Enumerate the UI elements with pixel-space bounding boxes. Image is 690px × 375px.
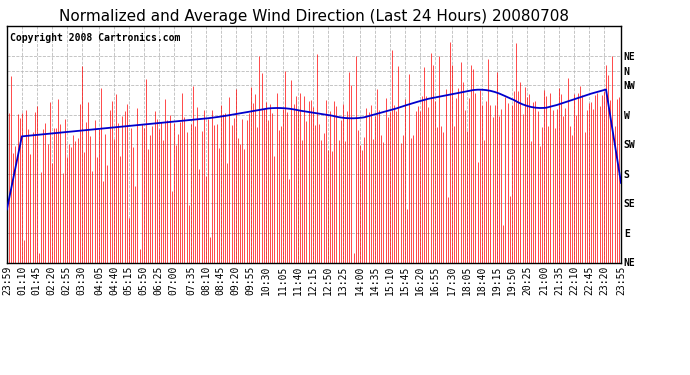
Title: Normalized and Average Wind Direction (Last 24 Hours) 20080708: Normalized and Average Wind Direction (L…	[59, 9, 569, 24]
Text: Copyright 2008 Cartronics.com: Copyright 2008 Cartronics.com	[10, 33, 180, 44]
